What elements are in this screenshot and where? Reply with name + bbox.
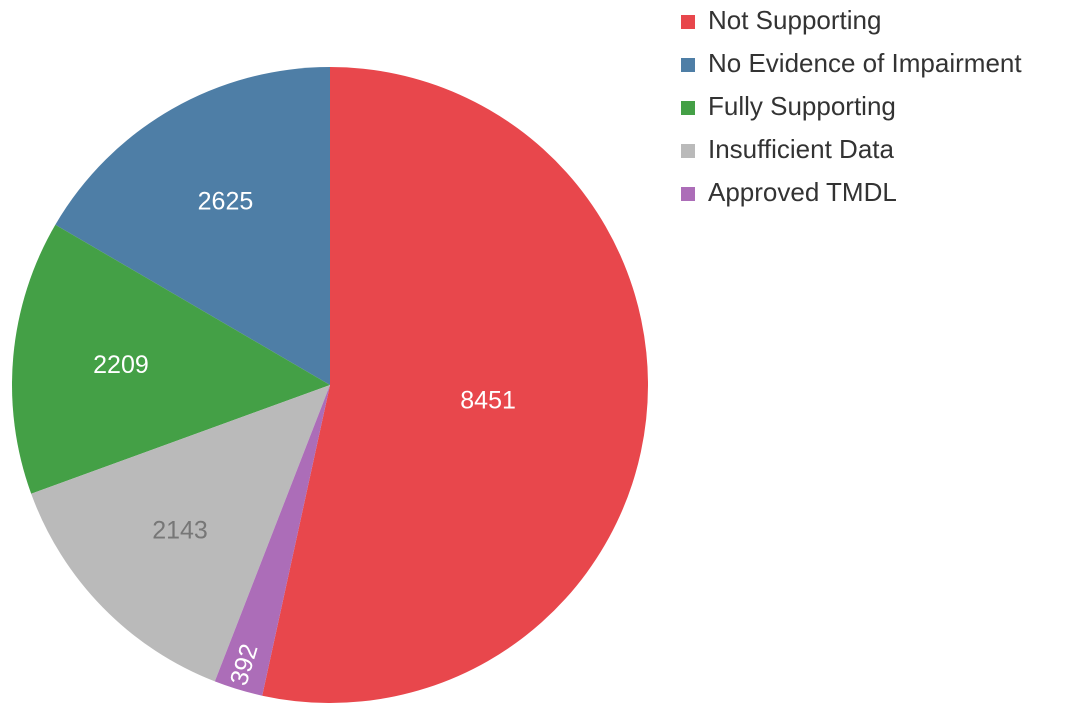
legend-text: No Evidence of Impairment bbox=[708, 48, 1022, 78]
pie-slice bbox=[262, 67, 648, 703]
pie-slice bbox=[31, 385, 330, 682]
legend-text: Not Supporting bbox=[708, 5, 881, 35]
pie-slice bbox=[11, 224, 330, 494]
pie-slice bbox=[55, 66, 330, 385]
pie-slice bbox=[214, 385, 330, 696]
legend-swatch bbox=[681, 101, 695, 115]
legend-text: Fully Supporting bbox=[708, 91, 896, 121]
slice-label: 2209 bbox=[93, 351, 149, 379]
slice-label: 2143 bbox=[152, 516, 208, 544]
legend-text: Insufficient Data bbox=[708, 134, 895, 164]
legend-swatch bbox=[681, 15, 695, 29]
slice-label: 8451 bbox=[460, 387, 516, 415]
legend-swatch bbox=[681, 144, 695, 158]
legend-swatch bbox=[681, 187, 695, 201]
slice-label: 2625 bbox=[198, 188, 254, 216]
legend-text: Approved TMDL bbox=[708, 177, 897, 207]
legend-swatch bbox=[681, 58, 695, 72]
